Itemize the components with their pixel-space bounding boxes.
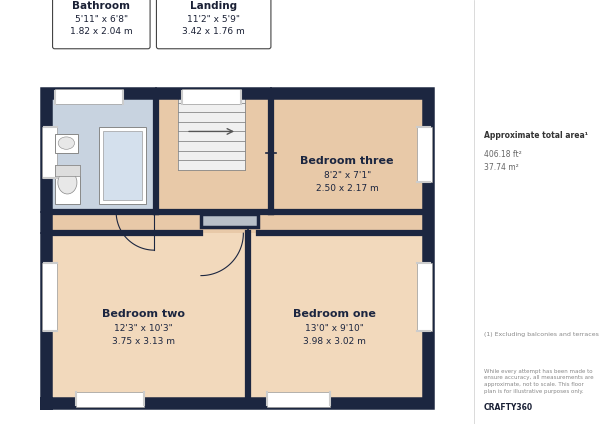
Text: 406.18 ft²: 406.18 ft² xyxy=(484,150,522,159)
Bar xyxy=(46,93,157,212)
Bar xyxy=(157,93,271,212)
Text: Approximate total area¹: Approximate total area¹ xyxy=(484,131,588,140)
Text: While every attempt has been made to
ensure accuracy, all measurements are
appro: While every attempt has been made to ens… xyxy=(484,369,594,393)
Text: 13'0" x 9'10": 13'0" x 9'10" xyxy=(305,324,364,333)
Bar xyxy=(99,127,146,204)
Bar xyxy=(417,127,432,182)
Bar xyxy=(55,165,80,204)
Text: 5'11" x 6'8": 5'11" x 6'8" xyxy=(75,14,128,24)
Text: CRAFTY360: CRAFTY360 xyxy=(484,402,533,412)
Bar xyxy=(76,392,144,407)
Text: Bedroom two: Bedroom two xyxy=(102,309,185,319)
Bar xyxy=(42,263,57,331)
Text: Bedroom one: Bedroom one xyxy=(293,309,376,319)
Text: 12'3" x 10'3": 12'3" x 10'3" xyxy=(115,324,173,333)
Bar xyxy=(103,131,142,200)
FancyBboxPatch shape xyxy=(53,0,150,49)
Text: 37.74 m²: 37.74 m² xyxy=(484,163,519,172)
Text: Bathroom: Bathroom xyxy=(73,1,130,11)
Text: Landing: Landing xyxy=(190,1,237,11)
Ellipse shape xyxy=(58,171,77,194)
Bar xyxy=(46,233,248,403)
Text: (1) Excluding balconies and terraces: (1) Excluding balconies and terraces xyxy=(484,332,599,338)
Text: 3.75 x 3.13 m: 3.75 x 3.13 m xyxy=(112,337,175,346)
Bar xyxy=(55,89,122,104)
Text: 3.98 x 3.02 m: 3.98 x 3.02 m xyxy=(303,337,366,346)
Bar xyxy=(417,263,432,331)
Ellipse shape xyxy=(58,137,74,149)
Text: 2.50 x 2.17 m: 2.50 x 2.17 m xyxy=(316,184,379,193)
Bar xyxy=(271,93,428,212)
Bar xyxy=(178,93,245,170)
Bar xyxy=(46,212,428,233)
Bar xyxy=(248,233,428,403)
Text: 11'2" x 5'9": 11'2" x 5'9" xyxy=(187,14,240,24)
Bar xyxy=(201,214,258,227)
Text: Bedroom three: Bedroom three xyxy=(301,156,394,166)
Text: 1.82 x 2.04 m: 1.82 x 2.04 m xyxy=(70,27,133,36)
Bar xyxy=(55,134,78,153)
Text: 3.42 x 1.76 m: 3.42 x 1.76 m xyxy=(182,27,245,36)
FancyBboxPatch shape xyxy=(157,0,271,49)
Bar xyxy=(182,89,241,104)
Bar xyxy=(55,165,80,176)
Text: 8'2" x 7'1": 8'2" x 7'1" xyxy=(323,171,371,181)
Bar xyxy=(266,392,330,407)
Bar xyxy=(42,127,57,178)
